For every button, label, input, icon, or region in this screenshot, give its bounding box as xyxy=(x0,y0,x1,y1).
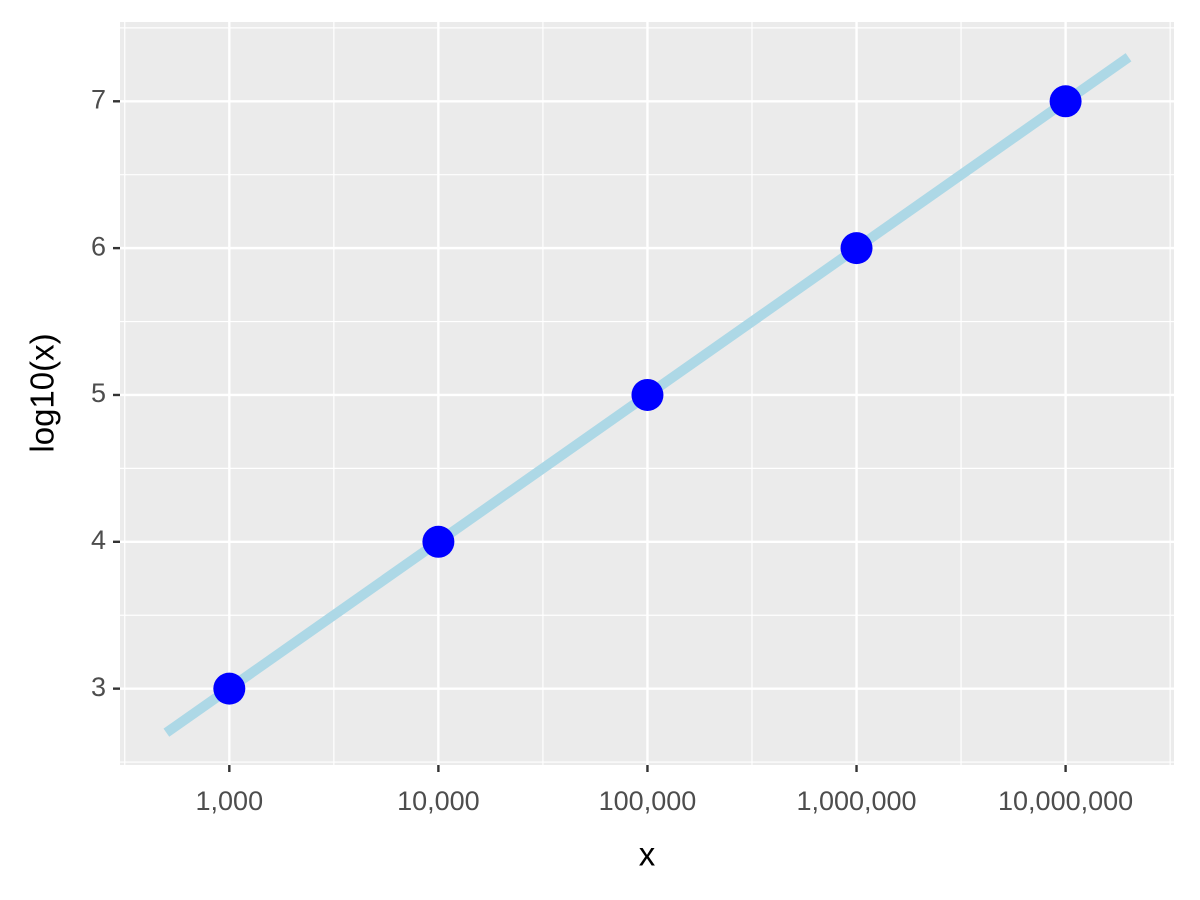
x-tick-label: 1,000 xyxy=(196,786,264,816)
x-tick-label: 10,000 xyxy=(397,786,480,816)
y-tick-label: 7 xyxy=(91,84,106,114)
y-tick-label: 4 xyxy=(91,525,106,555)
point xyxy=(213,672,246,705)
x-tick-label: 1,000,000 xyxy=(796,786,916,816)
y-tick-label: 6 xyxy=(91,231,106,261)
x-tick-label: 10,000,000 xyxy=(998,786,1133,816)
x-tick-label: 100,000 xyxy=(599,786,697,816)
point xyxy=(631,378,664,411)
y-tick-label: 5 xyxy=(91,378,106,408)
point xyxy=(1049,85,1082,118)
y-tick-label: 3 xyxy=(91,672,106,702)
point xyxy=(840,232,873,265)
point xyxy=(422,525,455,558)
x-axis-title: x xyxy=(639,836,656,873)
y-axis-title: log10(x) xyxy=(24,333,61,452)
